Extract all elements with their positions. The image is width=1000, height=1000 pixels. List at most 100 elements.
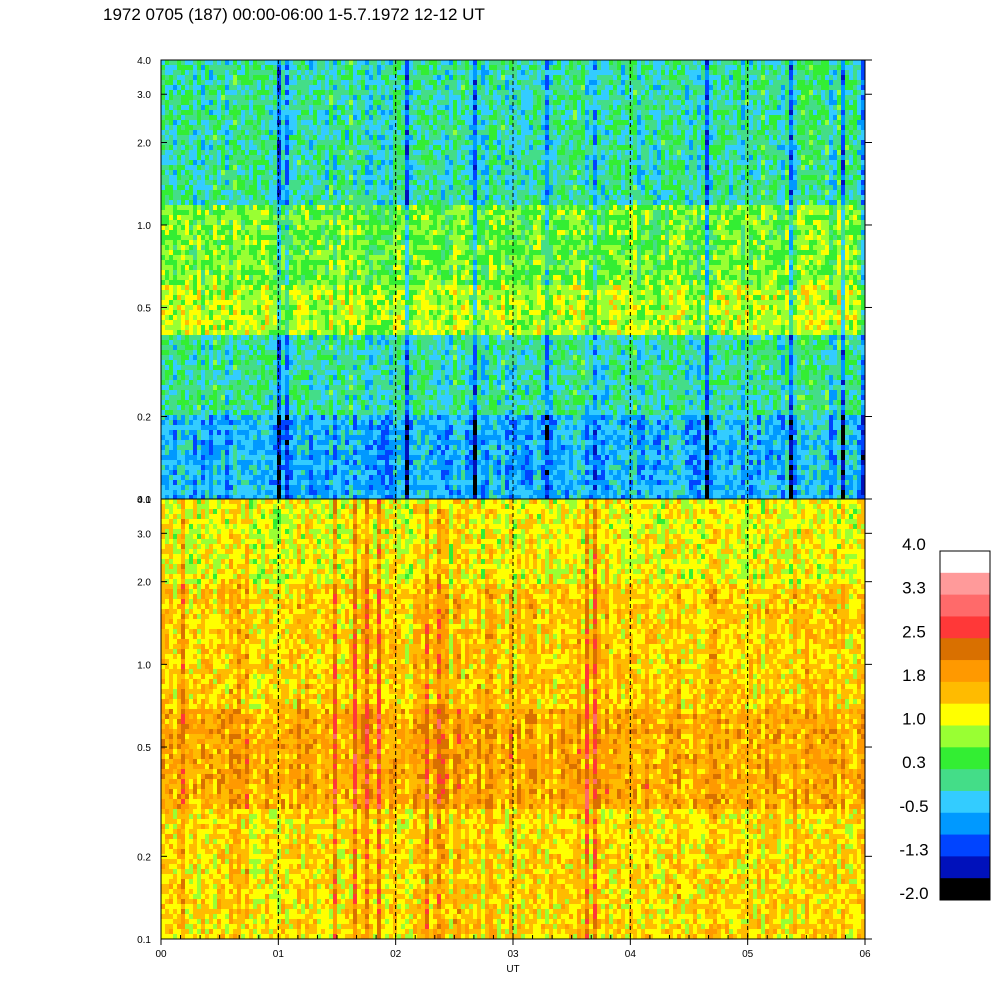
spectrogram-cell: [617, 60, 622, 66]
spectrogram-cell: [525, 70, 530, 76]
spectrogram-cell: [669, 90, 674, 96]
spectrogram-cell: [525, 95, 530, 101]
spectrogram-cell: [229, 140, 234, 146]
spectrogram-cell: [613, 115, 618, 121]
spectrogram-cell: [705, 155, 710, 161]
spectrogram-cell: [245, 95, 250, 101]
spectrogram-cell: [201, 170, 206, 176]
spectrogram-cell: [193, 165, 198, 171]
spectrogram-cell: [845, 105, 850, 111]
spectrogram-cell: [241, 90, 246, 96]
spectrogram-cell: [781, 175, 786, 181]
spectrogram-cell: [245, 150, 250, 156]
spectrogram-cell: [241, 155, 246, 161]
spectrogram-cell: [369, 185, 374, 191]
spectrogram-cell: [745, 140, 750, 146]
spectrogram-cell: [429, 130, 434, 136]
spectrogram-cell: [605, 130, 610, 136]
spectrogram-cell: [797, 125, 802, 131]
spectrogram-cell: [637, 120, 642, 126]
spectrogram-cell: [837, 190, 842, 196]
spectrogram-cell: [569, 60, 574, 66]
spectrogram-cell: [733, 80, 738, 86]
spectrogram-cell: [337, 125, 342, 131]
spectrogram-cell: [473, 150, 478, 156]
spectrogram-cell: [541, 195, 546, 201]
spectrogram-cell: [769, 60, 774, 66]
spectrogram-cell: [729, 180, 734, 186]
spectrogram-cell: [569, 155, 574, 161]
spectrogram-cell: [233, 65, 238, 71]
spectrogram-cell: [433, 100, 438, 106]
spectrogram-cell: [397, 115, 402, 121]
spectrogram-cell: [313, 140, 318, 146]
spectrogram-cell: [737, 185, 742, 191]
spectrogram-cell: [577, 150, 582, 156]
spectrogram-cell: [481, 160, 486, 166]
spectrogram-cell: [409, 85, 414, 91]
spectrogram-cell: [713, 60, 718, 66]
spectrogram-cell: [429, 60, 434, 66]
spectrogram-cell: [293, 170, 298, 176]
spectrogram-cell: [389, 80, 394, 86]
spectrogram-cell: [417, 140, 422, 146]
spectrogram-cell: [205, 155, 210, 161]
spectrogram-cell: [433, 175, 438, 181]
spectrogram-cell: [685, 100, 690, 106]
spectrogram-cell: [445, 90, 450, 96]
spectrogram-cell: [241, 95, 246, 101]
spectrogram-cell: [337, 75, 342, 81]
spectrogram-cell: [313, 195, 318, 201]
spectrogram-cell: [629, 120, 634, 126]
spectrogram-cell: [545, 125, 550, 131]
spectrogram-cell: [309, 90, 314, 96]
spectrogram-cell: [825, 130, 830, 136]
spectrogram-cell: [725, 125, 730, 131]
spectrogram-cell: [621, 75, 626, 81]
spectrogram-cell: [453, 150, 458, 156]
spectrogram-cell: [429, 105, 434, 111]
spectrogram-cell: [329, 190, 334, 196]
spectrogram-cell: [365, 125, 370, 131]
spectrogram-cell: [585, 140, 590, 146]
spectrogram-cell: [773, 180, 778, 186]
spectrogram-cell: [293, 140, 298, 146]
spectrogram-cell: [637, 75, 642, 81]
spectrogram-cell: [529, 115, 534, 121]
spectrogram-cell: [377, 105, 382, 111]
spectrogram-cell: [281, 150, 286, 156]
spectrogram-cell: [785, 95, 790, 101]
spectrogram-cell: [413, 170, 418, 176]
spectrogram-cell: [281, 110, 286, 116]
spectrogram-cell: [565, 160, 570, 166]
spectrogram-cell: [385, 135, 390, 141]
spectrogram-cell: [353, 85, 358, 91]
spectrogram-cell: [637, 60, 642, 66]
spectrogram-cell: [661, 115, 666, 121]
spectrogram-cell: [409, 170, 414, 176]
spectrogram-cell: [469, 165, 474, 171]
spectrogram-cell: [637, 65, 642, 71]
spectrogram-cell: [589, 125, 594, 131]
spectrogram-cell: [537, 150, 542, 156]
spectrogram-cell: [501, 195, 506, 201]
spectrogram-cell: [473, 85, 478, 91]
spectrogram-cell: [481, 165, 486, 171]
spectrogram-cell: [197, 165, 202, 171]
spectrogram-cell: [757, 70, 762, 76]
spectrogram-cell: [705, 110, 710, 116]
spectrogram-cell: [413, 115, 418, 121]
spectrogram-cell: [277, 100, 282, 106]
spectrogram-cell: [801, 155, 806, 161]
spectrogram-cell: [181, 110, 186, 116]
spectrogram-cell: [853, 145, 858, 151]
spectrogram-cell: [321, 160, 326, 166]
spectrogram-cell: [853, 165, 858, 171]
spectrogram-cell: [621, 145, 626, 151]
spectrogram-cell: [313, 145, 318, 151]
spectrogram-cell: [717, 155, 722, 161]
spectrogram-cell: [421, 75, 426, 81]
spectrogram-cell: [297, 200, 302, 206]
spectrogram-cell: [169, 185, 174, 191]
spectrogram-cell: [677, 85, 682, 91]
